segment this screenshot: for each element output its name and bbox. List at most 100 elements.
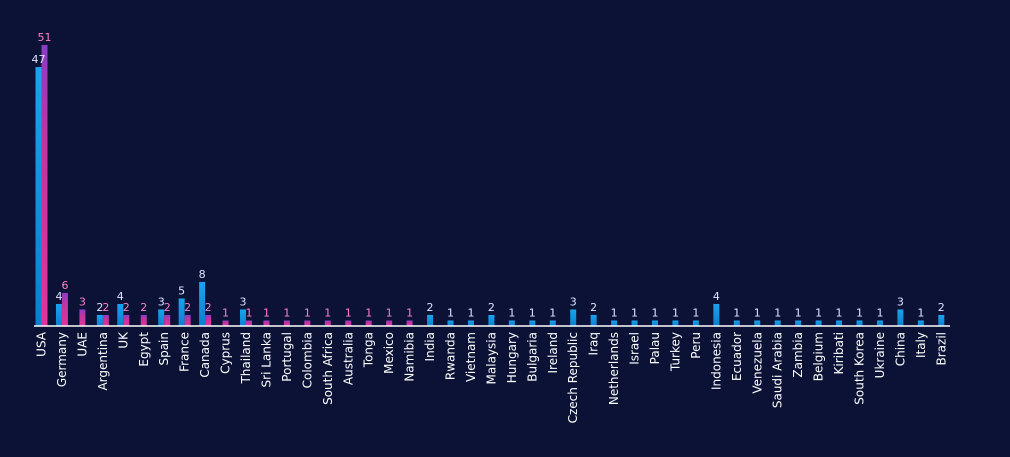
tick-label-saudi-arabia: Saudi Arabia	[771, 332, 785, 408]
bar-a-france	[178, 298, 185, 326]
tick-label-canada: Canada	[198, 332, 212, 378]
data-label-a-rwanda: 1	[447, 306, 454, 319]
data-label-b-portugal: 1	[283, 306, 290, 319]
tick-label-cyprus: Cyprus	[219, 332, 233, 374]
data-label-b-mexico: 1	[386, 306, 393, 319]
tick-label-peru: Peru	[689, 332, 703, 359]
data-label-a-indonesia: 4	[713, 290, 720, 303]
tick-label-namibia: Namibia	[403, 332, 417, 382]
bar-b-australia	[345, 320, 352, 326]
tick-label-mexico: Mexico	[382, 332, 396, 374]
x-tick-labels-layer: USA Germany UAE Argentina UK Egypt Spain France…	[35, 331, 949, 424]
tick-label-ireland: Ireland	[546, 332, 560, 374]
bar-a-saudi-arabia	[774, 320, 781, 326]
data-label-a-spain: 3	[158, 295, 165, 308]
bar-b-cyprus	[222, 320, 229, 326]
data-label-a-hungary: 1	[508, 306, 515, 319]
bar-a-indonesia	[713, 303, 720, 326]
data-label-a-belgium: 1	[815, 306, 822, 319]
data-label-b-spain: 2	[164, 301, 171, 314]
data-label-b-sri-lanka: 1	[263, 306, 270, 319]
bar-a-china	[897, 309, 904, 326]
bar-b-colombia	[304, 320, 311, 326]
tick-label-bulgaria: Bulgaria	[525, 332, 539, 382]
tick-label-tonga: Tonga	[362, 332, 376, 368]
tick-label-zambia: Zambia	[791, 332, 805, 378]
bar-a-rwanda	[447, 320, 454, 326]
bar-a-italy	[917, 320, 924, 326]
data-label-b-australia: 1	[345, 306, 352, 319]
tick-label-israel: Israel	[628, 332, 642, 365]
tick-label-south-africa: South Africa	[321, 332, 335, 405]
bar-a-spain	[158, 309, 165, 326]
bar-a-zambia	[795, 320, 802, 326]
tick-label-rwanda: Rwanda	[444, 332, 458, 380]
bar-a-kiribati	[836, 320, 843, 326]
data-label-b-south-africa: 1	[324, 306, 331, 319]
tick-label-indonesia: Indonesia	[709, 332, 723, 390]
bar-b-spain	[164, 314, 171, 326]
tick-label-portugal: Portugal	[280, 332, 294, 382]
bar-a-palau	[652, 320, 658, 326]
tick-label-ukraine: Ukraine	[873, 332, 887, 378]
bar-a-hungary	[508, 320, 515, 326]
bar-a-india	[427, 314, 434, 326]
data-label-a-netherlands: 1	[611, 306, 618, 319]
data-label-a-palau: 1	[652, 306, 659, 319]
data-label-b-cyprus: 1	[222, 306, 229, 319]
data-label-a-zambia: 1	[795, 306, 802, 319]
bar-a-canada	[199, 281, 206, 326]
tick-label-czech-republic: Czech Republic	[566, 332, 580, 423]
tick-label-south-korea: South Korea	[853, 332, 867, 405]
data-label-a-vietnam: 1	[467, 306, 474, 319]
tick-label-iraq: Iraq	[587, 332, 601, 355]
tick-label-hungary: Hungary	[505, 332, 519, 383]
data-label-b-france: 2	[184, 301, 191, 314]
bar-b-germany	[61, 292, 68, 326]
data-label-a-india: 2	[427, 301, 434, 314]
bar-a-ecuador	[733, 320, 740, 326]
bar-b-portugal	[283, 320, 290, 326]
data-label-a-argentina: 2	[96, 301, 103, 314]
bar-a-vietnam	[467, 320, 474, 326]
data-label-a-venezuela: 1	[754, 306, 761, 319]
data-label-a-china: 3	[897, 295, 904, 308]
data-label-a-canada: 8	[199, 268, 206, 281]
data-label-b-argentina: 2	[102, 301, 109, 314]
tick-label-vietnam: Vietnam	[464, 332, 478, 382]
bar-a-ukraine	[876, 320, 883, 326]
bar-b-south-africa	[324, 320, 331, 326]
data-label-b-uae: 3	[79, 295, 86, 308]
data-label-b-namibia: 1	[406, 306, 413, 319]
bar-a-netherlands	[611, 320, 618, 326]
bar-a-venezuela	[754, 320, 761, 326]
data-label-b-uk: 2	[123, 301, 130, 314]
bar-a-brazil	[938, 314, 945, 326]
data-label-b-usa: 51	[38, 31, 52, 44]
bar-a-czech-republic	[570, 309, 577, 326]
bar-a-iraq	[590, 314, 597, 326]
tick-label-china: China	[893, 332, 907, 366]
data-label-a-kiribati: 1	[836, 306, 843, 319]
data-label-a-usa: 47	[32, 53, 46, 66]
bar-a-turkey	[672, 320, 679, 326]
data-label-b-thailand: 1	[246, 306, 253, 319]
bar-a-bulgaria	[529, 320, 536, 326]
tick-label-thailand: Thailand	[239, 332, 253, 385]
bar-a-israel	[631, 320, 638, 326]
tick-label-italy: Italy	[914, 332, 928, 358]
data-label-a-malaysia: 2	[488, 301, 495, 314]
tick-label-australia: Australia	[341, 332, 355, 385]
bar-a-belgium	[815, 320, 822, 326]
data-label-b-egypt: 2	[140, 301, 147, 314]
tick-label-uk: UK	[116, 331, 130, 349]
bar-a-ireland	[549, 320, 556, 326]
data-label-a-brazil: 2	[938, 301, 945, 314]
bar-a-south-korea	[856, 320, 863, 326]
bar-a-malaysia	[488, 314, 495, 326]
tick-label-france: France	[178, 332, 192, 372]
bar-b-france	[184, 314, 191, 326]
bar-a-uk	[117, 303, 124, 326]
